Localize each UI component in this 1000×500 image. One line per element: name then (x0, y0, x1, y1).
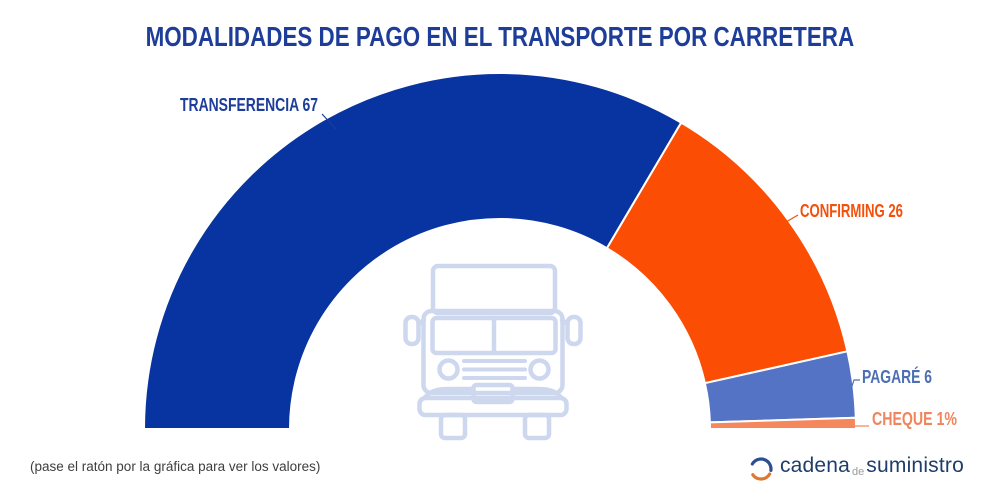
slice-label-cheque: CHEQUE 1% (872, 409, 957, 429)
slice-label-transferencia: TRANSFERENCIA 67 (180, 95, 318, 115)
slice-label-confirming: CONFIRMING 26 (800, 201, 903, 221)
truck-mirror-left (403, 314, 421, 347)
truck-front-icon (403, 263, 583, 441)
hover-hint: (pase el ratón por la gráfica para ver l… (30, 459, 321, 474)
truck-grille-lines (462, 359, 527, 380)
truck-headlight-right (528, 358, 551, 381)
slice-transferencia[interactable] (143, 72, 683, 430)
truck-wheel-left (438, 412, 468, 441)
logo-text-suministro: suministro (866, 454, 964, 477)
truck-mirror-right (565, 314, 583, 347)
truck-mirror-arm-left (416, 317, 427, 327)
cadena-logo-icon (750, 457, 773, 481)
truck-license-plate (471, 382, 515, 405)
brand-logo[interactable]: cadena de suministro (748, 451, 964, 493)
truck-roof-box (430, 263, 558, 316)
truck-wheel-right (522, 412, 552, 441)
logo-text-cadena: cadena (779, 454, 851, 477)
label-connector (850, 379, 860, 390)
truck-bumper (417, 395, 569, 418)
slice-cheque[interactable] (708, 416, 857, 430)
truck-cab (421, 308, 565, 396)
chart-title: MODALIDADES DE PAGO EN EL TRANSPORTE POR… (145, 21, 855, 52)
label-connector (321, 113, 337, 130)
truck-fender-curve (422, 386, 564, 401)
truck-mirror-arm-right (559, 317, 570, 327)
slice-label-pagar: PAGARÉ 6 (862, 366, 932, 387)
logo-text-de: de (852, 466, 865, 478)
truck-headlight-left (437, 358, 460, 381)
label-connector (785, 214, 799, 223)
